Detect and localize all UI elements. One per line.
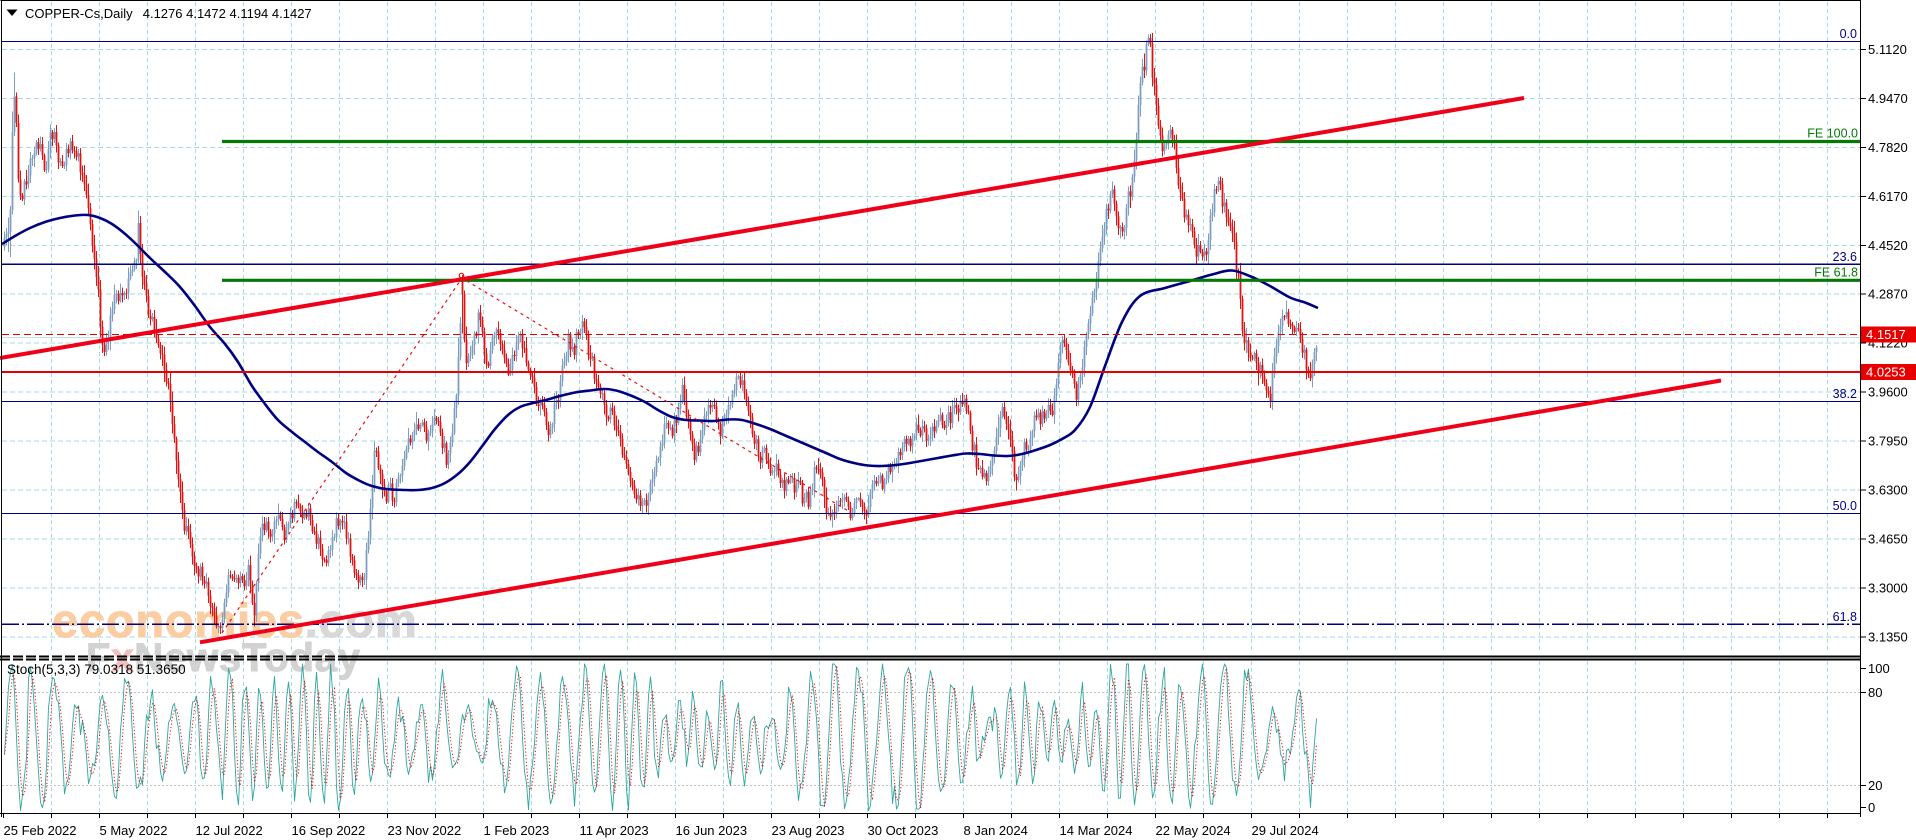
svg-text:3.3000: 3.3000	[1868, 580, 1908, 595]
svg-text:3.1350: 3.1350	[1868, 629, 1908, 644]
svg-text:61.8: 61.8	[1833, 610, 1857, 624]
svg-text:100: 100	[1868, 661, 1890, 676]
svg-text:FE 61.8: FE 61.8	[1814, 266, 1858, 280]
svg-text:23.6: 23.6	[1833, 250, 1857, 264]
svg-text:14 Mar 2024: 14 Mar 2024	[1060, 823, 1133, 838]
svg-text:12 Jul 2022: 12 Jul 2022	[196, 823, 263, 838]
svg-text:3.9600: 3.9600	[1868, 385, 1908, 400]
svg-text:80: 80	[1868, 685, 1882, 700]
svg-text:16 Jun 2023: 16 Jun 2023	[676, 823, 748, 838]
svg-text:16 Sep 2022: 16 Sep 2022	[292, 823, 366, 838]
svg-text:23 Nov 2022: 23 Nov 2022	[388, 823, 462, 838]
svg-text:3.6300: 3.6300	[1868, 483, 1908, 498]
svg-text:COPPER-Cs,Daily 4.1276 4.1472: COPPER-Cs,Daily 4.1276 4.1472 4.1194 4.1…	[25, 6, 312, 21]
svg-text:0: 0	[1868, 800, 1875, 815]
svg-text:1 Feb 2023: 1 Feb 2023	[484, 823, 550, 838]
svg-text:30 Oct 2023: 30 Oct 2023	[868, 823, 939, 838]
svg-text:38.2: 38.2	[1833, 387, 1857, 401]
svg-text:29 Jul 2024: 29 Jul 2024	[1252, 823, 1319, 838]
svg-text:4.7820: 4.7820	[1868, 140, 1908, 155]
svg-text:50.0: 50.0	[1833, 499, 1857, 513]
svg-text:5 May 2022: 5 May 2022	[100, 823, 168, 838]
svg-text:0.0: 0.0	[1840, 27, 1857, 41]
svg-text:8 Jan 2024: 8 Jan 2024	[964, 823, 1028, 838]
svg-text:3.7950: 3.7950	[1868, 434, 1908, 449]
svg-text:4.9470: 4.9470	[1868, 91, 1908, 106]
svg-text:3.4650: 3.4650	[1868, 532, 1908, 547]
svg-text:Stoch(5,3,3) 79.0318 51.3650: Stoch(5,3,3) 79.0318 51.3650	[7, 662, 186, 677]
svg-text:11 Apr 2023: 11 Apr 2023	[580, 823, 649, 838]
svg-text:25 Feb 2022: 25 Feb 2022	[4, 823, 77, 838]
svg-text:5.1120: 5.1120	[1868, 42, 1907, 57]
svg-text:4.0253: 4.0253	[1866, 365, 1906, 380]
svg-text:4.4520: 4.4520	[1868, 238, 1908, 253]
svg-text:FE 100.0: FE 100.0	[1807, 127, 1858, 141]
svg-text:20: 20	[1868, 778, 1882, 793]
svg-text:23 Aug 2023: 23 Aug 2023	[772, 823, 845, 838]
svg-text:FxNewsToday: FxNewsToday	[86, 636, 361, 680]
svg-text:4.2870: 4.2870	[1868, 287, 1908, 302]
svg-text:4.1517: 4.1517	[1866, 327, 1906, 342]
svg-text:22 May 2024: 22 May 2024	[1156, 823, 1231, 838]
svg-text:4.6170: 4.6170	[1868, 189, 1908, 204]
